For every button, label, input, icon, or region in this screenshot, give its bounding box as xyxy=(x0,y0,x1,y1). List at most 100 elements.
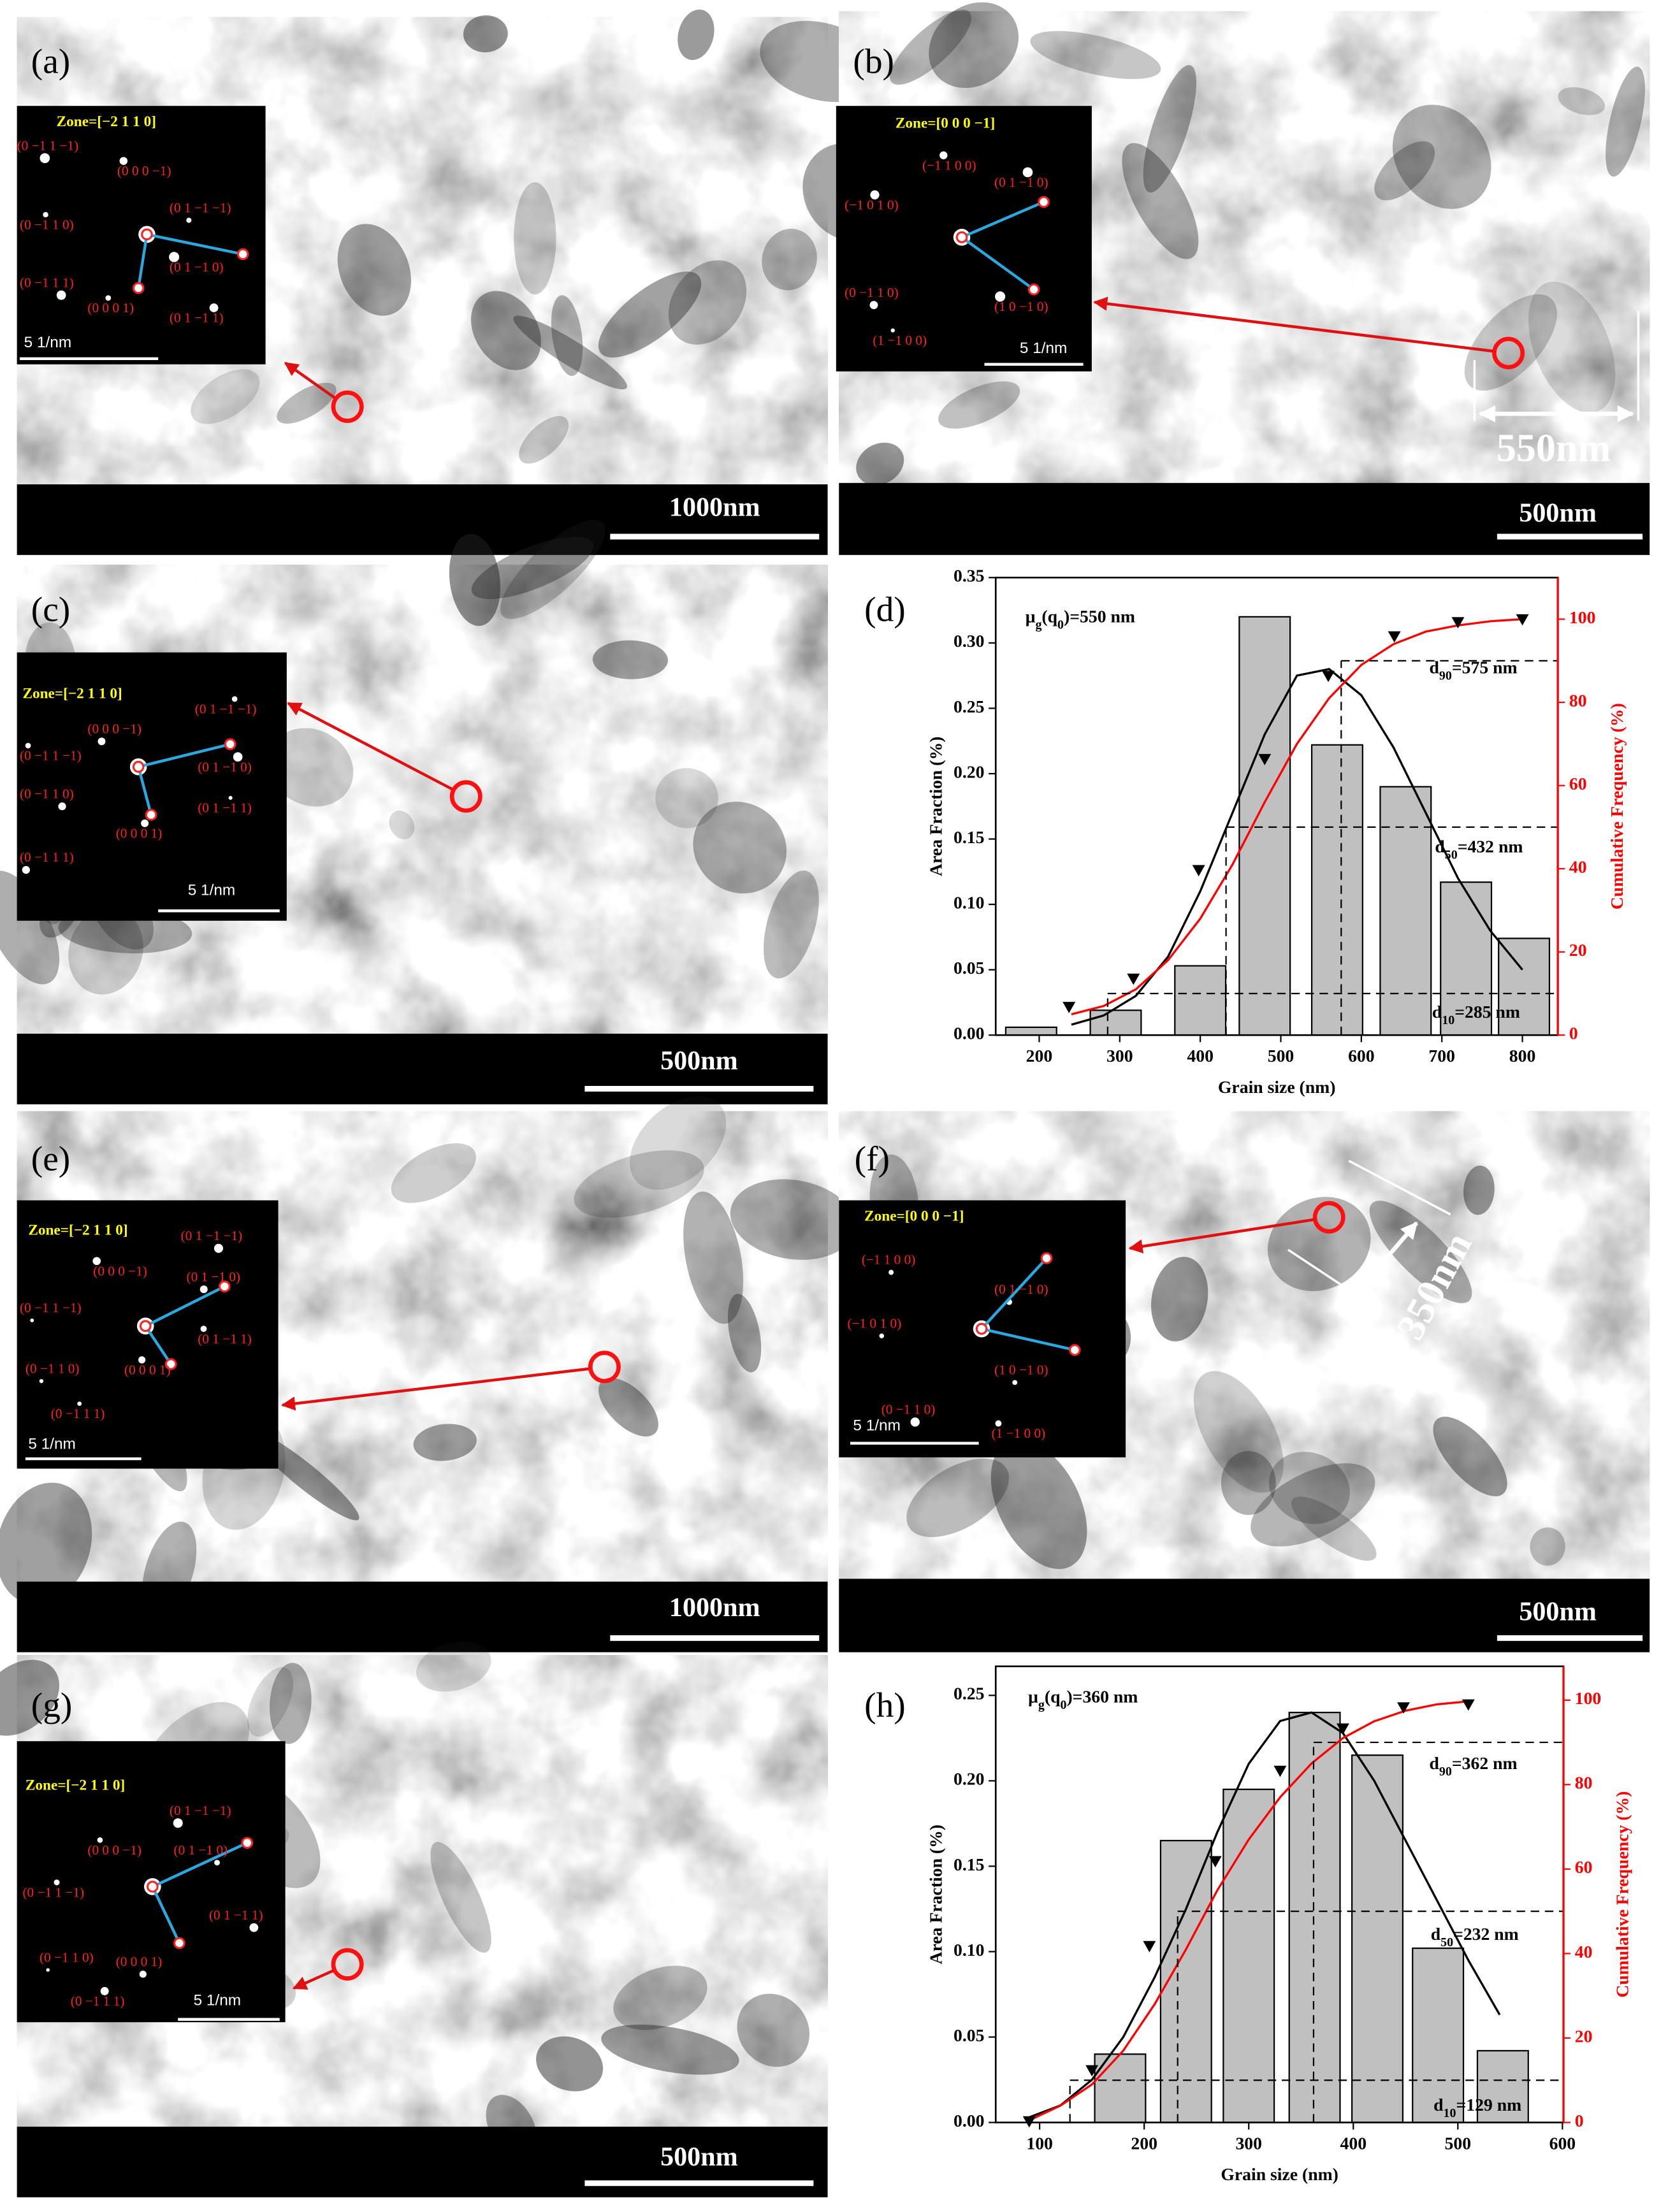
grain xyxy=(1030,31,1161,79)
grain xyxy=(1606,66,1645,177)
indexed-spot xyxy=(164,1358,177,1370)
y-tick-label: 0.20 xyxy=(954,762,984,781)
zone-vector xyxy=(136,234,149,289)
zone-vector xyxy=(961,236,1035,291)
spot-index: (0 1 −1 −1) xyxy=(170,200,231,215)
y-axis-title: Area Fraction (%) xyxy=(926,1825,946,1964)
grain xyxy=(430,1842,491,1953)
grain xyxy=(449,533,500,626)
annotation-part: 0 xyxy=(1060,1698,1066,1712)
dimension-guide xyxy=(1287,1248,1360,1298)
spot-index: (0 0 0 1) xyxy=(116,1954,163,1969)
panel-label: (f) xyxy=(855,1139,890,1178)
annotation: d50=232 nm xyxy=(1431,1924,1519,1949)
diffraction-spot xyxy=(141,819,149,827)
spot-index: (0 0 0 −1) xyxy=(87,721,141,737)
y2-tick-label: 60 xyxy=(1569,774,1587,793)
grain xyxy=(519,416,569,464)
grain xyxy=(592,640,668,679)
cumulative-point xyxy=(1085,2065,1099,2077)
tem-panel: 500nm (c) Zone=[−2 1 1 0] (0 1 −1 −1) (0 0 0… xyxy=(0,519,828,1104)
spot-index: (0 0 0 1) xyxy=(124,1363,171,1378)
annotation-part: g xyxy=(1035,618,1041,632)
diffraction-spot xyxy=(100,1986,109,1995)
grain xyxy=(856,442,904,486)
grain xyxy=(463,15,508,53)
spot-index: (0 1 −1 −1) xyxy=(181,1228,243,1243)
annotation-part: 10 xyxy=(1444,2106,1456,2120)
bar xyxy=(1379,786,1432,1036)
grain xyxy=(1374,141,1435,201)
bar xyxy=(1238,616,1291,1036)
pointer-arrow xyxy=(287,702,453,791)
bar xyxy=(1476,2049,1529,2123)
cumulative-point xyxy=(1388,631,1401,643)
annotation-part: d xyxy=(1430,1753,1440,1773)
fit-curve xyxy=(1071,668,1523,1026)
y-tick-label: 0.10 xyxy=(954,892,984,912)
diffraction-spot xyxy=(231,696,238,702)
indexed-spot xyxy=(147,1881,159,1893)
scale-label: 500nm xyxy=(660,1046,738,1076)
spot-index: (0 −1 1 0) xyxy=(20,217,74,232)
grain xyxy=(513,315,627,389)
inset-scale-label: 5 1/nm xyxy=(194,1992,241,2009)
cumulative-point xyxy=(1336,1723,1349,1735)
annotation-part: μ xyxy=(1026,607,1036,626)
grain xyxy=(391,1143,476,1203)
annotation-part: 90 xyxy=(1439,1764,1452,1778)
annotation: d90=362 nm xyxy=(1430,1753,1518,1778)
y-tick-label: 0.15 xyxy=(954,1854,984,1874)
grain xyxy=(990,1440,1087,1570)
x-tick-label: 800 xyxy=(1509,1046,1536,1066)
bar xyxy=(1351,1754,1404,2123)
annotation-part: d xyxy=(1433,2095,1444,2114)
grain xyxy=(929,2,1019,89)
panel-label: (a) xyxy=(31,42,70,81)
pointer-arrow xyxy=(1128,1218,1314,1254)
bar xyxy=(1310,744,1363,1036)
spot-index: (1 −1 0 0) xyxy=(873,333,927,348)
diffraction-spot xyxy=(199,1285,208,1294)
annotation-part: =232 nm xyxy=(1453,1924,1519,1944)
diffraction-spot xyxy=(119,157,128,165)
grain xyxy=(601,2024,739,2075)
indexed-spot xyxy=(975,1322,988,1335)
fit-curve xyxy=(1071,618,1523,1016)
tem-panel: 1000nm (e) Zone=[−2 1 1 0] (0 1 −1 −1) (0 0 … xyxy=(0,1095,855,1652)
spot-index: (0 −1 1 1) xyxy=(20,275,74,290)
cumulative-point xyxy=(1461,1699,1475,1711)
spot-index: (1 −1 0 0) xyxy=(992,1426,1046,1441)
scale-label: 500nm xyxy=(1519,1596,1597,1626)
spot-index: (0 −1 1 0) xyxy=(20,786,74,801)
spot-index: (0 1 −1 1) xyxy=(198,1331,252,1347)
x-tick-label: 100 xyxy=(1026,2133,1053,2153)
zone-axis: Zone=[−2 1 1 0] xyxy=(28,1222,127,1239)
y-tick-label: 0.15 xyxy=(954,827,984,847)
zone-vector xyxy=(981,1327,1075,1352)
zone-vector xyxy=(152,1841,248,1888)
grain xyxy=(500,519,606,619)
annotation-part: d xyxy=(1432,1002,1442,1022)
spot-index: (0 1 −1 −1) xyxy=(195,701,257,716)
annotation-part: g xyxy=(1038,1698,1045,1712)
y-tick-label: 0.00 xyxy=(954,1023,984,1043)
panel-label: (b) xyxy=(853,42,894,81)
spot-index: (−1 1 0 0) xyxy=(862,1252,916,1268)
bar xyxy=(1412,1947,1465,2123)
grain xyxy=(613,1965,707,2030)
x-tick-label: 400 xyxy=(1340,2133,1367,2153)
annotation-part: d xyxy=(1435,837,1445,857)
scale-label: 1000nm xyxy=(669,1593,760,1623)
spot-index: (0 0 0 1) xyxy=(87,300,134,315)
spot-index: (0 −1 1 0) xyxy=(25,1361,80,1376)
diffraction-spot xyxy=(228,795,233,800)
x-tick-label: 700 xyxy=(1428,1046,1455,1066)
x-axis-title: Grain size (nm) xyxy=(1221,2164,1338,2184)
indexed-spot xyxy=(224,738,236,751)
y2-tick-label: 60 xyxy=(1575,1857,1593,1877)
indexed-spot xyxy=(139,1320,152,1333)
y2-axis-title: Cumulative Frequency (%) xyxy=(1607,703,1627,909)
tem-panel: 1000nm (a) Zone=[−2 1 1 0] (0 −1 1 −1) (0 0 … xyxy=(17,9,883,555)
indexed-spot xyxy=(236,248,249,261)
